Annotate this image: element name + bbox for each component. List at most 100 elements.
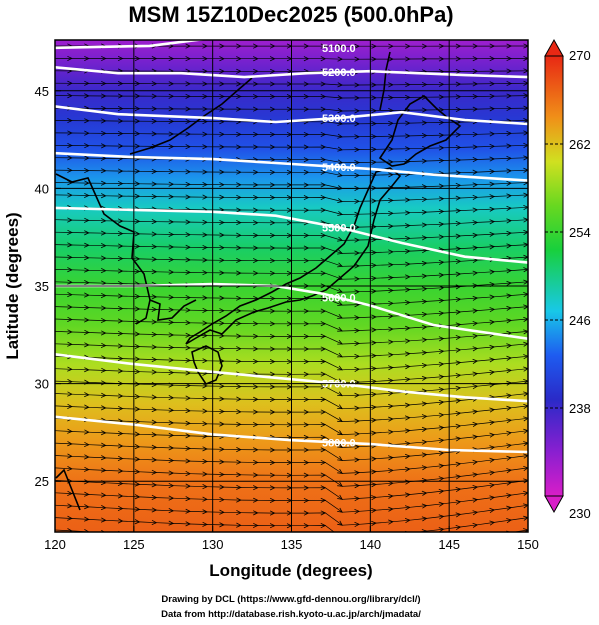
- wind-arrowhead: [253, 232, 259, 238]
- wind-arrowhead: [253, 270, 259, 276]
- wind-arrowhead: [219, 522, 225, 528]
- wind-arrowhead: [438, 438, 445, 444]
- wind-arrowhead: [134, 118, 141, 124]
- wind-arrowhead: [303, 296, 310, 302]
- wind-arrowhead: [84, 292, 90, 298]
- wind-arrowhead: [455, 373, 462, 379]
- wind-arrowhead: [320, 523, 327, 529]
- wind-arrowhead: [117, 118, 124, 124]
- wind-arrowhead: [100, 218, 107, 224]
- wind-arrowhead: [168, 43, 175, 49]
- wind-arrowhead: [337, 352, 344, 358]
- wind-arrowhead: [202, 106, 208, 112]
- wind-arrowhead: [168, 482, 175, 489]
- wind-arrowhead: [371, 456, 377, 462]
- wind-arrowhead: [84, 404, 90, 410]
- wind-arrowhead: [253, 422, 259, 428]
- wind-arrowhead: [219, 421, 225, 427]
- wind-arrowhead: [303, 510, 310, 516]
- wind-arrowhead: [438, 43, 445, 49]
- wind-arrowhead: [269, 68, 276, 74]
- wind-arrowhead: [202, 295, 208, 301]
- wind-arrowhead: [506, 130, 513, 136]
- wind-arrowhead: [405, 274, 411, 280]
- wind-arrowhead: [523, 267, 528, 273]
- wind-arrowhead: [202, 119, 208, 125]
- wind-arrowhead: [354, 521, 361, 528]
- wind-arrowhead: [371, 275, 377, 281]
- wind-arrowhead: [455, 297, 462, 303]
- wind-arrowhead: [438, 196, 445, 202]
- wind-arrowhead: [371, 353, 377, 359]
- wind-arrowhead: [168, 93, 175, 99]
- wind-arrowhead: [236, 484, 242, 490]
- wind-arrowhead: [320, 485, 327, 491]
- wind-arrowhead: [219, 446, 225, 452]
- wind-arrowhead: [100, 330, 107, 336]
- wind-arrowhead: [506, 168, 513, 174]
- wind-arrowhead: [185, 483, 192, 489]
- wind-arrowhead: [489, 93, 496, 99]
- wind-arrowhead: [117, 455, 124, 461]
- wind-arrowhead: [117, 180, 124, 187]
- wind-arrowhead: [67, 80, 73, 86]
- wind-arrowhead: [438, 501, 445, 507]
- wind-arrowhead: [117, 218, 124, 224]
- wind-arrowhead: [472, 472, 479, 478]
- wind-arrowhead: [303, 333, 310, 339]
- wind-arrowhead: [354, 353, 361, 359]
- wind-arrowhead: [269, 182, 276, 188]
- wind-arrowhead: [473, 536, 478, 540]
- wind-arrowhead: [337, 236, 344, 242]
- wind-arrowhead: [472, 346, 479, 352]
- wind-arrowhead: [371, 288, 377, 294]
- wind-arrowhead: [67, 453, 73, 459]
- credit-drawing: Drawing by DCL (https://www.gfd-dennou.o…: [161, 594, 420, 605]
- wind-arrowhead: [202, 144, 208, 150]
- wind-arrowhead: [117, 143, 124, 149]
- wind-arrowhead: [236, 169, 242, 175]
- wind-arrowhead: [168, 432, 175, 438]
- sakhalin-coastline: [379, 51, 391, 111]
- wind-arrowhead: [269, 371, 276, 377]
- y-ticks: 25 30 35 40 45: [35, 84, 61, 489]
- wind-arrowhead: [438, 361, 445, 367]
- wind-arrowhead: [320, 144, 327, 150]
- wind-arrowhead: [337, 249, 344, 255]
- wind-arrowhead: [523, 217, 528, 223]
- wind-arrowhead: [320, 308, 327, 314]
- wind-arrowhead: [185, 131, 192, 137]
- wind-arrowhead: [472, 232, 479, 238]
- wind-arrowhead: [337, 301, 344, 306]
- wind-arrowhead: [371, 43, 377, 49]
- wind-arrowhead: [253, 447, 259, 453]
- wind-arrowhead: [438, 412, 445, 418]
- wind-arrowhead: [219, 131, 225, 137]
- wind-arrowhead: [371, 482, 377, 488]
- wind-arrowhead: [523, 478, 528, 484]
- wind-arrowhead: [489, 445, 496, 451]
- wind-arrowhead: [67, 490, 73, 496]
- wind-arrowhead: [337, 507, 343, 513]
- wind-arrowhead: [337, 468, 343, 474]
- wind-arrowhead: [421, 363, 428, 369]
- wind-arrowhead: [151, 193, 158, 200]
- wind-arrowhead: [151, 256, 158, 262]
- wind-arrowhead: [253, 409, 259, 415]
- wind-arrowhead: [269, 523, 276, 529]
- wind-arrowhead: [489, 169, 496, 175]
- height-contours: 5100.0 5200.0 5300.0 5400.0 5500.0 5600.0 5700…: [55, 40, 528, 454]
- wind-arrowhead: [117, 130, 124, 137]
- wind-arrowhead: [134, 218, 141, 224]
- wind-arrowhead: [117, 268, 124, 274]
- wind-arrowhead: [371, 56, 377, 62]
- wind-arrowhead: [371, 198, 377, 204]
- wind-arrowhead: [202, 270, 208, 276]
- wind-arrowhead: [202, 257, 208, 263]
- wind-arrowhead: [506, 193, 513, 199]
- wind-arrowhead: [405, 82, 411, 88]
- wind-arrowhead: [134, 93, 141, 99]
- wind-arrowhead: [489, 407, 496, 413]
- wind-arrowhead: [151, 444, 158, 450]
- wind-arrowhead: [168, 495, 175, 501]
